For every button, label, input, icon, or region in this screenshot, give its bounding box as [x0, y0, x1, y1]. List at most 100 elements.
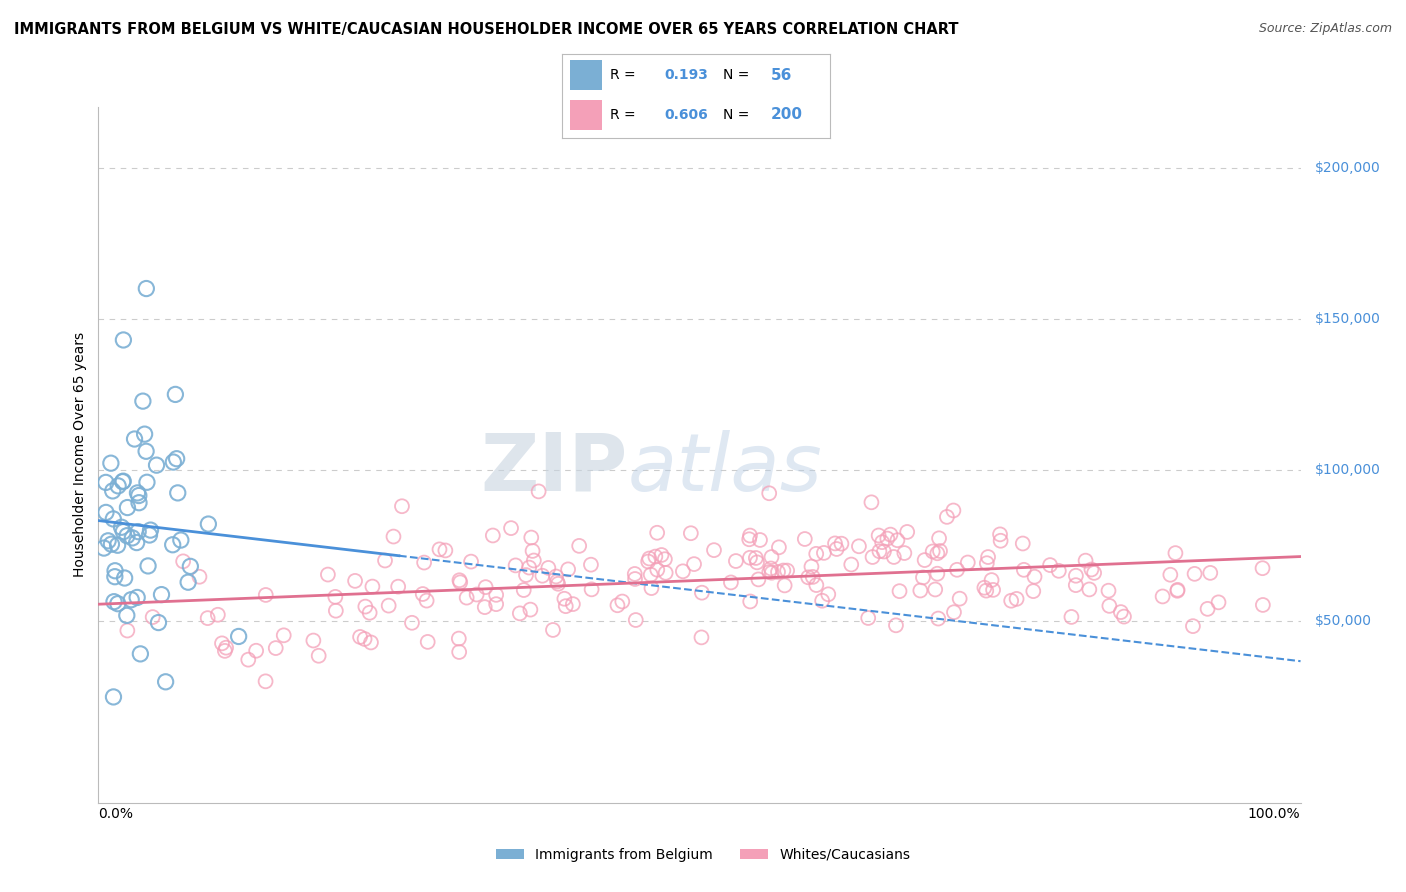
Point: [103, 595, 125, 609]
Point: [162, 455, 184, 469]
Point: [264, 641, 287, 656]
Point: [772, 564, 794, 578]
Point: [207, 607, 229, 622]
Point: [606, 599, 628, 613]
Point: [197, 611, 219, 625]
Point: [624, 613, 647, 627]
Point: [139, 523, 162, 537]
Point: [738, 533, 761, 547]
Point: [474, 600, 496, 615]
Point: [768, 541, 790, 555]
Point: [561, 597, 583, 611]
Point: [927, 546, 949, 560]
Point: [387, 580, 409, 594]
Point: [359, 606, 381, 620]
Point: [927, 566, 949, 581]
Point: [360, 635, 382, 649]
Point: [94, 475, 117, 490]
Point: [117, 624, 139, 638]
Point: [485, 588, 508, 602]
Point: [112, 524, 135, 539]
Point: [377, 599, 399, 613]
Point: [100, 456, 122, 470]
Point: [740, 594, 762, 608]
Point: [806, 578, 828, 592]
Point: [197, 517, 219, 532]
Point: [136, 558, 159, 573]
Point: [703, 543, 725, 558]
Point: [124, 432, 146, 446]
Text: IMMIGRANTS FROM BELGIUM VS WHITE/CAUCASIAN HOUSEHOLDER INCOME OVER 65 YEARS CORR: IMMIGRANTS FROM BELGIUM VS WHITE/CAUCASI…: [14, 22, 959, 37]
Point: [125, 535, 148, 549]
Point: [416, 635, 439, 649]
Point: [374, 553, 396, 567]
Point: [924, 582, 946, 597]
Point: [94, 505, 117, 519]
Point: [638, 551, 661, 566]
Point: [579, 558, 602, 572]
Point: [127, 486, 149, 500]
Point: [1080, 562, 1102, 576]
Point: [104, 570, 127, 584]
Point: [839, 558, 862, 572]
Text: 100.0%: 100.0%: [1249, 807, 1301, 822]
Point: [482, 528, 505, 542]
Point: [127, 524, 149, 539]
Point: [879, 527, 901, 541]
Point: [738, 550, 761, 565]
Point: [921, 544, 943, 558]
Point: [211, 636, 233, 650]
Point: [654, 552, 676, 566]
Point: [349, 630, 371, 644]
Point: [776, 564, 799, 578]
Point: [531, 568, 554, 582]
Point: [449, 575, 471, 590]
Point: [112, 474, 135, 488]
Point: [115, 608, 138, 623]
Point: [325, 590, 347, 604]
Point: [541, 623, 564, 637]
Point: [824, 536, 846, 550]
Point: [1184, 566, 1206, 581]
Point: [889, 584, 911, 599]
Point: [254, 588, 277, 602]
Point: [886, 533, 908, 548]
Point: [145, 458, 167, 472]
Point: [1064, 578, 1087, 592]
Text: ZIP: ZIP: [479, 430, 627, 508]
Point: [523, 553, 546, 567]
Point: [758, 486, 780, 500]
Point: [110, 520, 132, 534]
Point: [568, 539, 591, 553]
Point: [554, 599, 576, 614]
Point: [690, 585, 713, 599]
Point: [935, 509, 957, 524]
Point: [1005, 591, 1028, 606]
Point: [914, 553, 936, 567]
Point: [793, 532, 815, 546]
Point: [515, 568, 537, 582]
Point: [813, 546, 835, 560]
Point: [883, 549, 905, 564]
Point: [128, 489, 150, 503]
Point: [672, 564, 695, 578]
Point: [513, 582, 536, 597]
Point: [544, 569, 567, 583]
Point: [1164, 546, 1187, 560]
Point: [155, 674, 177, 689]
Point: [166, 451, 188, 466]
Point: [449, 574, 471, 588]
Point: [97, 533, 120, 548]
Point: [868, 528, 890, 542]
Point: [127, 591, 149, 605]
Point: [104, 564, 127, 578]
Point: [325, 604, 347, 618]
Point: [114, 571, 136, 585]
Point: [93, 541, 115, 555]
Point: [1208, 595, 1230, 609]
Point: [644, 549, 666, 564]
Legend: Immigrants from Belgium, Whites/Caucasians: Immigrants from Belgium, Whites/Caucasia…: [491, 842, 915, 867]
Point: [177, 575, 200, 590]
Point: [650, 548, 672, 562]
Point: [911, 570, 934, 584]
